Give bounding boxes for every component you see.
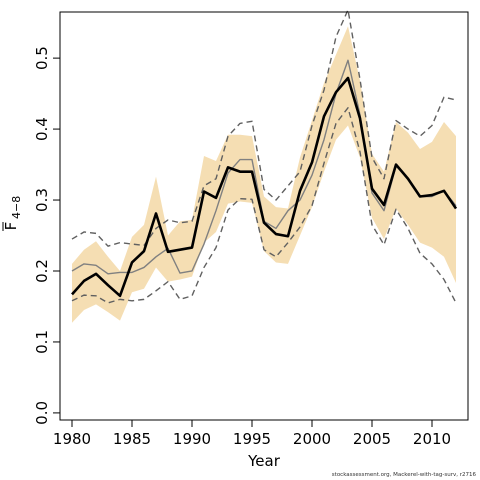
y-tick-label: 0.1 — [33, 330, 51, 354]
y-tick-label: 0.3 — [33, 188, 51, 212]
y-tick-label: 0.0 — [33, 401, 51, 425]
plot-frame — [59, 11, 469, 421]
y-tick-label: 0.2 — [33, 259, 51, 283]
x-axis-label: Year — [247, 452, 281, 470]
y-tick-label: 0.4 — [33, 117, 51, 141]
x-tick-label: 2000 — [293, 430, 331, 448]
x-axis: 1980 1985 1990 1995 2000 2005 2010 — [53, 420, 451, 448]
x-tick-label: 2010 — [413, 430, 451, 448]
y-axis-label-subscript: 4−8 — [10, 196, 23, 219]
series-line-gray-dashed-upper — [71, 9, 457, 247]
y-axis-label-main: F — [2, 222, 20, 231]
x-tick-label: 1985 — [113, 430, 151, 448]
credit-text: stockassessment.org, Mackerel-with-tag-s… — [332, 472, 477, 478]
y-axis: 0.0 0.1 0.2 0.3 0.4 0.5 — [33, 46, 60, 425]
y-axis-label: F 4−8 — [2, 196, 23, 231]
series-lines — [71, 9, 458, 304]
x-tick-label: 1980 — [53, 430, 91, 448]
x-tick-label: 1990 — [173, 430, 211, 448]
confidence-band-area — [72, 26, 456, 323]
series-line-gray-dashed-lower — [71, 107, 457, 304]
series-line-black-thick — [71, 76, 458, 298]
confidence-band — [72, 26, 456, 323]
y-tick-label: 0.5 — [33, 46, 51, 70]
x-tick-label: 1995 — [233, 430, 271, 448]
x-tick-label: 2005 — [353, 430, 391, 448]
